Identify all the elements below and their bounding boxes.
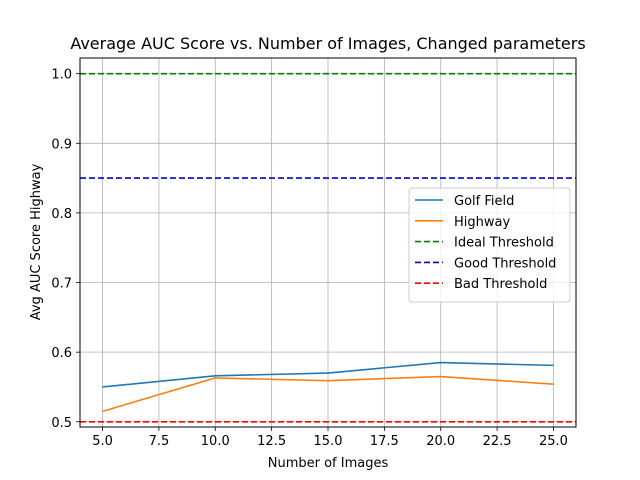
y-axis: 0.5 0.6 0.7 0.8 0.9 1.0 bbox=[51, 68, 80, 431]
x-tick-label: 22.5 bbox=[483, 434, 512, 449]
threshold-lines bbox=[80, 72, 576, 423]
y-axis-label: Avg AUC Score Highway bbox=[29, 163, 44, 320]
x-axis-label: Number of Images bbox=[268, 456, 389, 471]
legend-label: Ideal Threshold bbox=[454, 236, 554, 251]
legend: Golf Field Highway Ideal Threshold Good Thr… bbox=[408, 187, 571, 303]
legend-box bbox=[408, 187, 571, 303]
chart-title: Average AUC Score vs. Number of Images, … bbox=[70, 34, 585, 53]
x-tick-label: 15.0 bbox=[314, 434, 343, 449]
legend-label: Highway bbox=[454, 215, 510, 230]
data-series bbox=[102, 361, 554, 413]
y-tick-label: 0.8 bbox=[51, 207, 72, 222]
y-tick-label: 0.5 bbox=[51, 416, 72, 431]
x-tick-label: 12.5 bbox=[257, 434, 286, 449]
x-tick-label: 10.0 bbox=[201, 434, 230, 449]
legend-label: Golf Field bbox=[454, 194, 514, 209]
x-tick-label: 20.0 bbox=[426, 434, 455, 449]
x-axis: 5.0 7.5 10.0 12.5 15.0 17.5 20.0 22.5 25.0 bbox=[92, 427, 568, 449]
x-tick-label: 7.5 bbox=[149, 434, 170, 449]
y-tick-label: 1.0 bbox=[51, 68, 72, 83]
legend-label: Good Threshold bbox=[454, 256, 556, 271]
series-line-golf-field bbox=[102, 361, 554, 388]
y-tick-label: 0.7 bbox=[51, 277, 72, 292]
x-tick-label: 25.0 bbox=[539, 434, 568, 449]
series-line-highway bbox=[102, 375, 554, 413]
x-tick-label: 5.0 bbox=[92, 434, 113, 449]
y-tick-label: 0.9 bbox=[51, 137, 72, 152]
x-tick-label: 17.5 bbox=[370, 434, 399, 449]
legend-label: Bad Threshold bbox=[454, 277, 547, 292]
y-tick-label: 0.6 bbox=[51, 346, 72, 361]
